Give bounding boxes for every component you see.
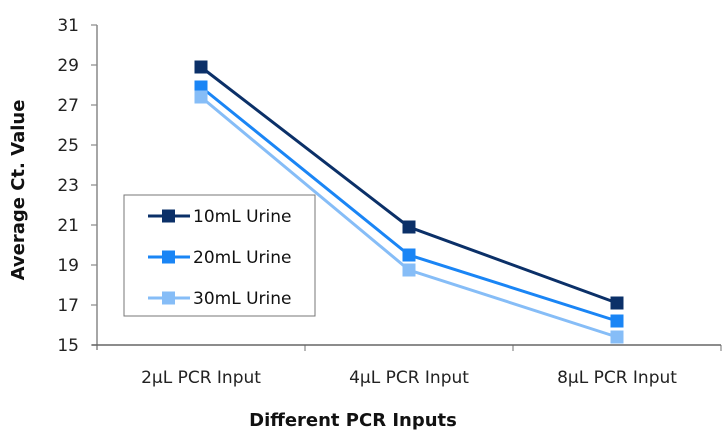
x-tick-label: 2µL PCR Input [141,368,261,388]
y-axis-title: Average Ct. Value [8,100,29,281]
x-axis-title: Different PCR Inputs [249,410,457,431]
y-tick-label: 29 [57,56,79,76]
legend-label: 20mL Urine [193,248,291,268]
legend-item: 30mL Urine [148,289,291,309]
data-point-marker [194,80,208,94]
x-axis-ticks: 2µL PCR Input 4µL PCR Input 8µL PCR Input [141,345,722,388]
legend-marker [162,291,175,305]
data-point-marker [610,330,624,344]
data-point-marker [402,263,416,277]
data-point-marker [194,60,208,74]
series-1 [194,60,624,310]
data-point-marker [402,248,416,262]
legend: 10mL Urine 20mL Urine 30mL Urine [123,194,316,317]
legend-label: 30mL Urine [193,289,291,309]
data-point-marker [610,314,624,328]
y-tick-label: 17 [57,296,79,316]
legend-item: 20mL Urine [148,248,291,268]
data-point-marker [610,296,624,310]
y-tick-label: 19 [57,256,79,276]
y-axis-ticks: 15 17 19 21 23 25 27 29 31 [57,16,97,356]
y-tick-label: 27 [57,96,79,116]
data-point-marker [402,220,416,234]
series-3 [194,90,624,344]
legend-marker [162,209,175,223]
series-2 [194,80,624,328]
y-tick-label: 21 [57,216,79,236]
legend-item: 10mL Urine [148,207,291,227]
series-layer [194,60,624,344]
legend-marker [162,250,175,264]
data-point-marker [194,90,208,104]
legend-label: 10mL Urine [193,207,291,227]
y-tick-label: 23 [57,176,79,196]
y-tick-label: 31 [57,16,79,36]
y-tick-label: 15 [57,336,79,356]
y-tick-label: 25 [57,136,79,156]
x-tick-label: 8µL PCR Input [557,368,677,388]
x-tick-label: 4µL PCR Input [349,368,469,388]
